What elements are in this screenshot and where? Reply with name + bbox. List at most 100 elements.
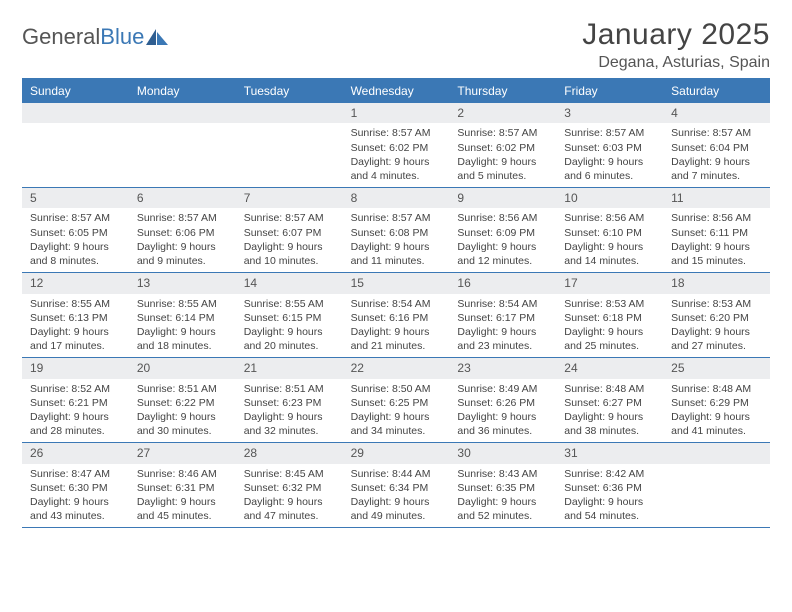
day-number: 23 — [449, 358, 556, 378]
day-number: 21 — [236, 358, 343, 378]
daylight-line: Daylight: 9 hours and 34 minutes. — [351, 410, 442, 438]
sunrise-line: Sunrise: 8:53 AM — [564, 297, 655, 311]
cell-body: Sunrise: 8:56 AMSunset: 6:09 PMDaylight:… — [449, 208, 556, 272]
sunset-line: Sunset: 6:09 PM — [457, 226, 548, 240]
sunrise-line: Sunrise: 8:54 AM — [351, 297, 442, 311]
sunset-line: Sunset: 6:29 PM — [671, 396, 762, 410]
calendar-cell: 11Sunrise: 8:56 AMSunset: 6:11 PMDayligh… — [663, 188, 770, 272]
day-number: 7 — [236, 188, 343, 208]
cell-body — [22, 123, 129, 171]
cell-body: Sunrise: 8:55 AMSunset: 6:13 PMDaylight:… — [22, 294, 129, 358]
calendar-cell: 16Sunrise: 8:54 AMSunset: 6:17 PMDayligh… — [449, 273, 556, 357]
day-header: Saturday — [663, 80, 770, 103]
week-row: 19Sunrise: 8:52 AMSunset: 6:21 PMDayligh… — [22, 358, 770, 443]
day-number: 5 — [22, 188, 129, 208]
day-header: Wednesday — [343, 80, 450, 103]
calendar-cell: 24Sunrise: 8:48 AMSunset: 6:27 PMDayligh… — [556, 358, 663, 442]
calendar-cell: 6Sunrise: 8:57 AMSunset: 6:06 PMDaylight… — [129, 188, 236, 272]
cell-body: Sunrise: 8:47 AMSunset: 6:30 PMDaylight:… — [22, 464, 129, 528]
day-number: 29 — [343, 443, 450, 463]
daylight-line: Daylight: 9 hours and 43 minutes. — [30, 495, 121, 523]
day-number: 9 — [449, 188, 556, 208]
daylight-line: Daylight: 9 hours and 47 minutes. — [244, 495, 335, 523]
day-number: 3 — [556, 103, 663, 123]
calendar-cell: 15Sunrise: 8:54 AMSunset: 6:16 PMDayligh… — [343, 273, 450, 357]
daylight-line: Daylight: 9 hours and 49 minutes. — [351, 495, 442, 523]
week-row: 12Sunrise: 8:55 AMSunset: 6:13 PMDayligh… — [22, 273, 770, 358]
cell-body: Sunrise: 8:57 AMSunset: 6:02 PMDaylight:… — [449, 123, 556, 187]
sunrise-line: Sunrise: 8:45 AM — [244, 467, 335, 481]
cell-body: Sunrise: 8:57 AMSunset: 6:02 PMDaylight:… — [343, 123, 450, 187]
sunset-line: Sunset: 6:26 PM — [457, 396, 548, 410]
sunset-line: Sunset: 6:23 PM — [244, 396, 335, 410]
sunrise-line: Sunrise: 8:57 AM — [351, 211, 442, 225]
daylight-line: Daylight: 9 hours and 28 minutes. — [30, 410, 121, 438]
header: GeneralBlue January 2025 Degana, Asturia… — [22, 18, 770, 72]
sunrise-line: Sunrise: 8:47 AM — [30, 467, 121, 481]
sunrise-line: Sunrise: 8:46 AM — [137, 467, 228, 481]
cell-body — [663, 464, 770, 512]
cell-body: Sunrise: 8:53 AMSunset: 6:20 PMDaylight:… — [663, 294, 770, 358]
daylight-line: Daylight: 9 hours and 12 minutes. — [457, 240, 548, 268]
calendar-cell: 25Sunrise: 8:48 AMSunset: 6:29 PMDayligh… — [663, 358, 770, 442]
month-title: January 2025 — [582, 18, 770, 52]
calendar-cell: 27Sunrise: 8:46 AMSunset: 6:31 PMDayligh… — [129, 443, 236, 527]
calendar-cell: 28Sunrise: 8:45 AMSunset: 6:32 PMDayligh… — [236, 443, 343, 527]
daylight-line: Daylight: 9 hours and 11 minutes. — [351, 240, 442, 268]
day-number: 10 — [556, 188, 663, 208]
daylight-line: Daylight: 9 hours and 52 minutes. — [457, 495, 548, 523]
sunset-line: Sunset: 6:08 PM — [351, 226, 442, 240]
daylight-line: Daylight: 9 hours and 36 minutes. — [457, 410, 548, 438]
daylight-line: Daylight: 9 hours and 10 minutes. — [244, 240, 335, 268]
daylight-line: Daylight: 9 hours and 25 minutes. — [564, 325, 655, 353]
sunset-line: Sunset: 6:02 PM — [351, 141, 442, 155]
sunset-line: Sunset: 6:27 PM — [564, 396, 655, 410]
calendar-cell: 1Sunrise: 8:57 AMSunset: 6:02 PMDaylight… — [343, 103, 450, 187]
day-number: 22 — [343, 358, 450, 378]
cell-body: Sunrise: 8:42 AMSunset: 6:36 PMDaylight:… — [556, 464, 663, 528]
day-number: 28 — [236, 443, 343, 463]
cell-body — [236, 123, 343, 171]
day-header-row: SundayMondayTuesdayWednesdayThursdayFrid… — [22, 80, 770, 103]
sunset-line: Sunset: 6:17 PM — [457, 311, 548, 325]
sunset-line: Sunset: 6:15 PM — [244, 311, 335, 325]
sunrise-line: Sunrise: 8:53 AM — [671, 297, 762, 311]
calendar-cell: 21Sunrise: 8:51 AMSunset: 6:23 PMDayligh… — [236, 358, 343, 442]
sunrise-line: Sunrise: 8:43 AM — [457, 467, 548, 481]
cell-body: Sunrise: 8:51 AMSunset: 6:22 PMDaylight:… — [129, 379, 236, 443]
daylight-line: Daylight: 9 hours and 6 minutes. — [564, 155, 655, 183]
day-number: 27 — [129, 443, 236, 463]
calendar-cell: 14Sunrise: 8:55 AMSunset: 6:15 PMDayligh… — [236, 273, 343, 357]
week-row: 26Sunrise: 8:47 AMSunset: 6:30 PMDayligh… — [22, 443, 770, 528]
cell-body: Sunrise: 8:54 AMSunset: 6:17 PMDaylight:… — [449, 294, 556, 358]
calendar-cell: 17Sunrise: 8:53 AMSunset: 6:18 PMDayligh… — [556, 273, 663, 357]
calendar-cell: 8Sunrise: 8:57 AMSunset: 6:08 PMDaylight… — [343, 188, 450, 272]
sunrise-line: Sunrise: 8:55 AM — [244, 297, 335, 311]
sunrise-line: Sunrise: 8:57 AM — [671, 126, 762, 140]
sunset-line: Sunset: 6:07 PM — [244, 226, 335, 240]
weeks-container: 1Sunrise: 8:57 AMSunset: 6:02 PMDaylight… — [22, 103, 770, 528]
sunrise-line: Sunrise: 8:44 AM — [351, 467, 442, 481]
daylight-line: Daylight: 9 hours and 54 minutes. — [564, 495, 655, 523]
calendar-cell: 30Sunrise: 8:43 AMSunset: 6:35 PMDayligh… — [449, 443, 556, 527]
sunset-line: Sunset: 6:06 PM — [137, 226, 228, 240]
sunrise-line: Sunrise: 8:57 AM — [351, 126, 442, 140]
calendar-cell: 31Sunrise: 8:42 AMSunset: 6:36 PMDayligh… — [556, 443, 663, 527]
cell-body: Sunrise: 8:55 AMSunset: 6:15 PMDaylight:… — [236, 294, 343, 358]
daylight-line: Daylight: 9 hours and 27 minutes. — [671, 325, 762, 353]
sunset-line: Sunset: 6:14 PM — [137, 311, 228, 325]
calendar-cell: 4Sunrise: 8:57 AMSunset: 6:04 PMDaylight… — [663, 103, 770, 187]
sunrise-line: Sunrise: 8:57 AM — [137, 211, 228, 225]
daylight-line: Daylight: 9 hours and 14 minutes. — [564, 240, 655, 268]
sunrise-line: Sunrise: 8:57 AM — [564, 126, 655, 140]
day-number: 16 — [449, 273, 556, 293]
logo: GeneralBlue — [22, 24, 168, 50]
sunrise-line: Sunrise: 8:48 AM — [671, 382, 762, 396]
sunrise-line: Sunrise: 8:54 AM — [457, 297, 548, 311]
day-number: 20 — [129, 358, 236, 378]
day-number: 12 — [22, 273, 129, 293]
sunset-line: Sunset: 6:18 PM — [564, 311, 655, 325]
day-number: 2 — [449, 103, 556, 123]
daylight-line: Daylight: 9 hours and 20 minutes. — [244, 325, 335, 353]
daylight-line: Daylight: 9 hours and 32 minutes. — [244, 410, 335, 438]
